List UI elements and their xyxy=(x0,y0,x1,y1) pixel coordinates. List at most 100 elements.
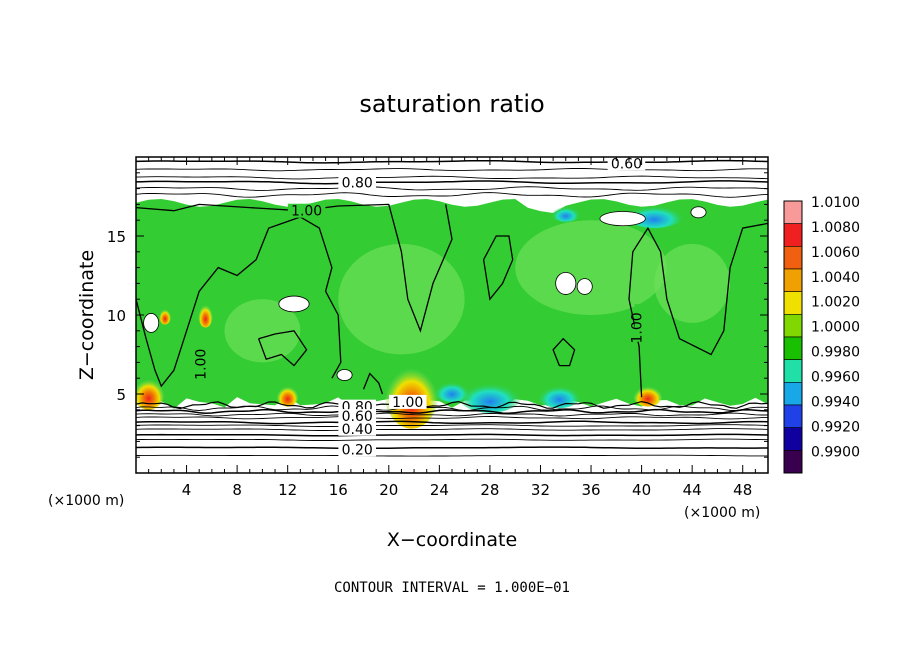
contour-line-lower xyxy=(136,400,768,410)
field-warm-spot xyxy=(276,381,300,407)
contour-one-right xyxy=(628,222,768,398)
colorbar-swatch xyxy=(783,427,803,451)
colorbar-label: 0.9960 xyxy=(811,370,860,386)
contour-label-bg xyxy=(198,340,213,379)
x-tick-label: 24 xyxy=(430,481,449,499)
x-tick-label: 12 xyxy=(278,481,297,499)
contour-line-upper xyxy=(136,186,768,191)
contour-line-upper xyxy=(136,168,768,172)
contour-line-lower xyxy=(136,428,768,431)
colorbar-swatch xyxy=(783,246,803,270)
contour-one-small xyxy=(552,337,576,367)
contour-lines xyxy=(136,159,768,457)
field-warm-spot xyxy=(632,381,664,407)
x-tick-label: 20 xyxy=(379,481,398,499)
contour-line-lower xyxy=(136,424,768,427)
y-tick-label: 15 xyxy=(107,228,126,246)
contour-label: 0.40 xyxy=(342,422,373,438)
y-tick-label: 10 xyxy=(107,307,126,325)
contour-line-lower xyxy=(136,405,768,412)
y-axis-label: Z−coordinate xyxy=(76,250,98,380)
contour-label-bg xyxy=(338,409,376,424)
clear-air-hole xyxy=(555,271,577,295)
clear-air-hole xyxy=(599,211,646,227)
colorbar-label: 0.9920 xyxy=(811,419,860,435)
colorbar-swatch xyxy=(783,291,803,315)
contour-line-lower xyxy=(136,438,768,441)
clear-air-hole xyxy=(278,295,310,313)
x-tick-label: 28 xyxy=(480,481,499,499)
x-tick-label: 8 xyxy=(232,481,242,499)
x-axis-unit: (×1000 m) xyxy=(684,505,760,521)
colorbar-swatch xyxy=(783,200,803,224)
clear-air-hole xyxy=(690,206,707,219)
contour-labels: 0.600.801.001.001.001.000.800.600.400.20 xyxy=(194,156,649,458)
contour-line-lower xyxy=(136,408,768,414)
contour-interval-note: CONTOUR INTERVAL = 1.000E−01 xyxy=(334,580,570,596)
clear-air-hole xyxy=(143,313,160,333)
contour-label-bg xyxy=(338,421,376,436)
contour-line-lower xyxy=(136,412,768,417)
contour-label: 1.00 xyxy=(630,312,646,343)
contour-label: 1.00 xyxy=(392,395,423,411)
colorbar-label: 1.0020 xyxy=(811,295,860,311)
clear-air-hole xyxy=(336,369,353,381)
contour-label: 0.80 xyxy=(342,175,373,191)
colorbar-label: 1.0040 xyxy=(811,270,860,286)
colorbar-label: 1.0060 xyxy=(811,245,860,261)
colorbar-label: 0.9940 xyxy=(811,394,860,410)
field-warm-spot xyxy=(158,305,172,325)
contour-label: 1.00 xyxy=(194,349,210,380)
contour-one-upper xyxy=(136,203,453,333)
field-warm-spot xyxy=(383,352,440,429)
colorbar-swatch xyxy=(783,359,803,383)
colorbar-swatch xyxy=(783,314,803,338)
contour-label-bg xyxy=(287,203,326,218)
contour-line-upper xyxy=(136,159,768,164)
field-cool-spot xyxy=(550,202,581,222)
colorbar-swatch xyxy=(783,268,803,292)
field-cool-spot xyxy=(536,379,583,409)
field-patch-light xyxy=(654,243,731,323)
contour-one-dip xyxy=(362,372,384,395)
colorbar-frame xyxy=(783,200,803,474)
clear-air-hole xyxy=(576,278,593,295)
colorbar-swatch xyxy=(783,450,803,474)
colorbar-label: 1.0100 xyxy=(811,195,860,211)
colorbar-swatch xyxy=(783,382,803,406)
y-axis: 5 10 15 xyxy=(107,172,768,458)
x-axis-label: X−coordinate xyxy=(387,529,517,551)
contour-label: 1.00 xyxy=(291,204,322,220)
x-tick-label: 48 xyxy=(733,481,752,499)
contour-line-upper xyxy=(136,175,768,180)
contour-label-bg xyxy=(338,175,376,190)
x-axis: 4 8 12 16 20 24 28 32 36 40 44 48 xyxy=(148,157,756,499)
field-patch-light xyxy=(515,220,667,315)
field-patch-light xyxy=(338,243,465,355)
contour-line-upper xyxy=(136,180,768,185)
colorbar-label: 0.9980 xyxy=(811,345,860,361)
x-tick-label: 36 xyxy=(581,481,600,499)
contour-label-bg xyxy=(338,442,376,457)
x-tick-label: 44 xyxy=(683,481,702,499)
colorbar-swatch xyxy=(783,336,803,360)
contour-one-island xyxy=(482,235,514,301)
contour-line-lower xyxy=(136,433,768,437)
contour-line-lower xyxy=(136,416,768,420)
field-patch-light xyxy=(224,299,301,363)
contour-label: 0.60 xyxy=(342,409,373,425)
contour-label-bg xyxy=(388,394,427,409)
contour-line-lower xyxy=(136,446,768,450)
x-tick-label: 16 xyxy=(329,481,348,499)
plot-area: 0.600.801.001.001.001.000.800.600.400.20 xyxy=(136,156,768,473)
colorbar-label: 1.0080 xyxy=(811,220,860,236)
colorbar-label: 0.9900 xyxy=(811,444,860,460)
contour-label-bg xyxy=(634,304,649,342)
x-tick-label: 4 xyxy=(182,481,192,499)
field-warm-spot xyxy=(136,371,166,410)
colorbar-label: 1.0000 xyxy=(811,320,860,336)
contour-line-upper xyxy=(136,192,768,198)
colorbar: 1.0100 1.0080 1.0060 1.0040 1.0020 1.0000 0.99… xyxy=(783,195,860,474)
contour-label: 0.60 xyxy=(611,156,642,172)
